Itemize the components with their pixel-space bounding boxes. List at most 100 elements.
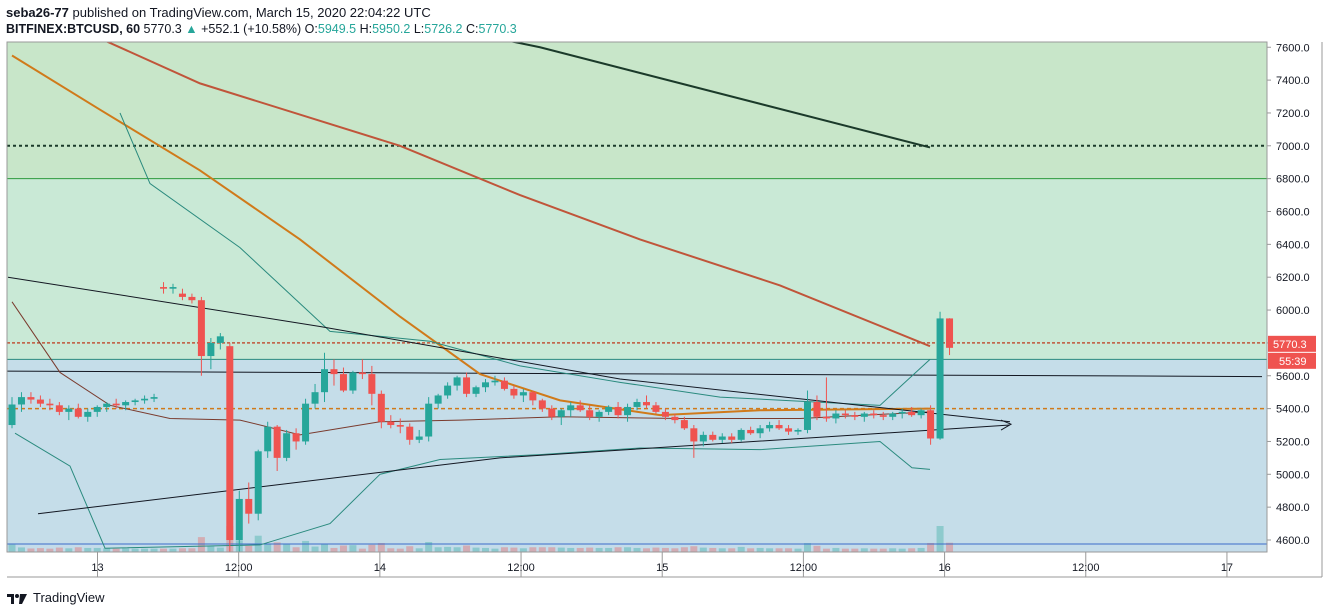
indicator-lines xyxy=(7,42,1013,549)
volume-bar xyxy=(936,526,944,552)
candle-up xyxy=(567,405,575,411)
volume-bar xyxy=(624,547,632,552)
candle-down xyxy=(292,433,300,442)
volume-bar xyxy=(207,546,215,552)
candle-down xyxy=(396,425,404,427)
candle-down xyxy=(813,402,821,417)
volume-bar xyxy=(415,548,423,552)
price-axis[interactable]: 4600.04800.05000.05200.05400.05600.05800… xyxy=(1267,42,1310,547)
candle-down xyxy=(538,400,546,409)
candle-down xyxy=(368,374,376,394)
volume-bar xyxy=(605,547,613,552)
candle-down xyxy=(908,411,916,416)
volume-bar xyxy=(131,548,139,552)
volume-bar xyxy=(614,547,622,552)
zone-blue xyxy=(7,359,1267,552)
candle-up xyxy=(321,369,329,393)
volume-bar xyxy=(112,548,120,552)
candle-up xyxy=(415,436,423,440)
volume-bar xyxy=(803,543,811,552)
candle-down xyxy=(879,415,887,417)
volume-bar xyxy=(8,544,16,552)
candle-down xyxy=(671,416,679,421)
volume-bar xyxy=(567,547,575,552)
volume-bar xyxy=(55,547,63,552)
volume-bar xyxy=(576,547,584,552)
candle-up xyxy=(84,411,92,417)
volume-bar xyxy=(946,542,954,552)
candle-up xyxy=(482,382,489,388)
volume-bar xyxy=(444,546,452,552)
price-tick-label: 7000.0 xyxy=(1276,141,1310,153)
volume-bar xyxy=(141,548,149,552)
volume-bar xyxy=(216,547,224,552)
volume-bar xyxy=(728,548,736,552)
triangle-upper-line xyxy=(7,276,1011,423)
volume-bar xyxy=(642,548,650,552)
volume-bar xyxy=(482,547,489,552)
candle-down xyxy=(387,421,395,426)
author-name[interactable]: seba26-77 xyxy=(6,5,69,20)
price-tick-label: 6800.0 xyxy=(1276,174,1310,186)
volume-bar xyxy=(453,547,461,552)
volume-bar xyxy=(794,548,802,552)
volume-bar xyxy=(917,547,925,552)
volume-bar xyxy=(273,542,281,552)
candle-down xyxy=(500,380,508,389)
publish-text: published on TradingView.com, March 15, … xyxy=(72,5,431,20)
low-label: L: xyxy=(413,22,425,36)
tradingview-brand[interactable]: TradingView xyxy=(6,590,105,605)
candle-down xyxy=(841,413,849,416)
candle-up xyxy=(633,402,641,407)
time-tick-label: 12:00 xyxy=(790,562,818,574)
time-tick-label: 14 xyxy=(374,562,386,574)
candle-down xyxy=(576,405,584,411)
volume-bar xyxy=(377,543,385,552)
volume-bar xyxy=(358,548,366,552)
candle-up xyxy=(624,406,632,416)
price-tick-label: 5000.0 xyxy=(1276,469,1310,481)
time-tick-label: 15 xyxy=(656,562,668,574)
candle-down xyxy=(74,408,82,417)
volume-bar xyxy=(519,548,527,552)
candle-up xyxy=(425,403,433,437)
candle-up xyxy=(860,413,868,417)
countdown-tag xyxy=(1268,352,1316,369)
candle-down xyxy=(927,410,935,439)
triangle-lower-line xyxy=(37,424,1011,515)
candle-up xyxy=(595,411,603,417)
candle-down xyxy=(36,399,44,404)
candle-up xyxy=(519,392,527,396)
candle-down xyxy=(226,346,234,540)
volume-bar xyxy=(595,547,603,552)
volume-bar xyxy=(339,545,347,552)
volume-bar xyxy=(860,548,868,552)
candle-up xyxy=(472,387,480,394)
price-tick-label: 4600.0 xyxy=(1276,535,1310,547)
candle-down xyxy=(548,408,556,417)
volume-bar xyxy=(122,548,130,552)
candle-down xyxy=(330,369,338,375)
volume-bar xyxy=(160,548,168,552)
candle-down xyxy=(463,377,471,394)
candle-down xyxy=(46,403,54,406)
volume-bar xyxy=(851,548,859,552)
candle-down xyxy=(529,392,537,401)
volume-bar xyxy=(756,547,764,552)
high-label: H: xyxy=(359,22,373,36)
price-tick-label: 6600.0 xyxy=(1276,207,1310,219)
triangle-arrow-head xyxy=(1000,419,1013,431)
ema-orange-line xyxy=(11,54,931,417)
candle-up xyxy=(302,403,310,442)
basis-line xyxy=(11,301,931,436)
candle-down xyxy=(406,426,414,440)
candle-up xyxy=(93,406,101,412)
bb-lower-line xyxy=(14,432,931,549)
time-axis[interactable]: 13 12:00 14 12:00 15 12:00 16 12:00 17 xyxy=(91,552,1233,577)
candle-up xyxy=(103,403,111,407)
candle-up xyxy=(169,287,177,289)
publish-info: seba26-77 published on TradingView.com, … xyxy=(6,5,431,20)
candle-down xyxy=(870,413,878,416)
volume-bar xyxy=(671,548,679,552)
